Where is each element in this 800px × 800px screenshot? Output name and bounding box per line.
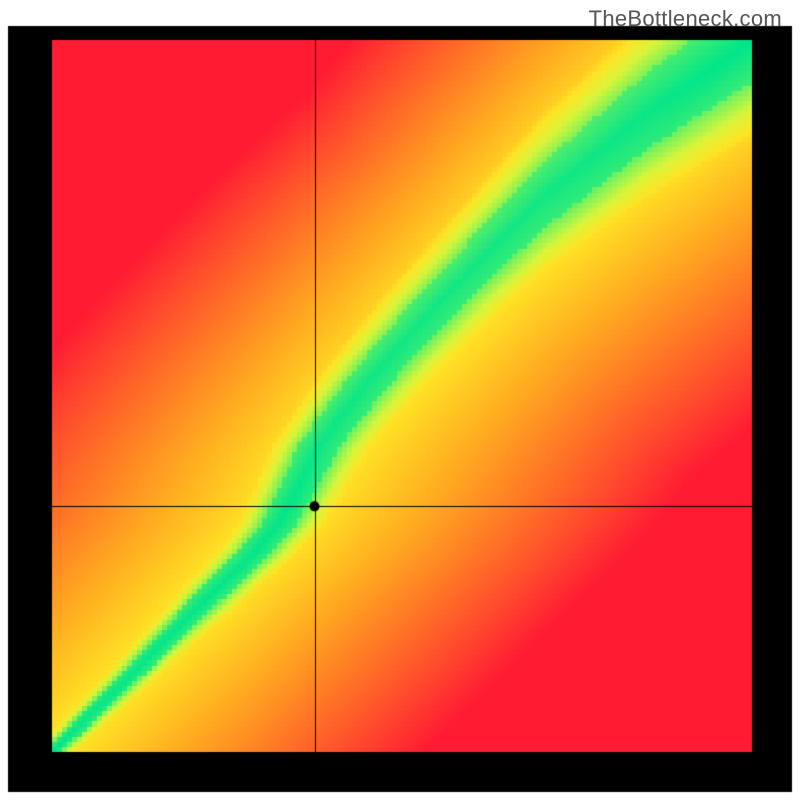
- chart-container: TheBottleneck.com: [0, 0, 800, 800]
- watermark-text: TheBottleneck.com: [589, 6, 782, 32]
- heatmap-canvas: [0, 0, 800, 800]
